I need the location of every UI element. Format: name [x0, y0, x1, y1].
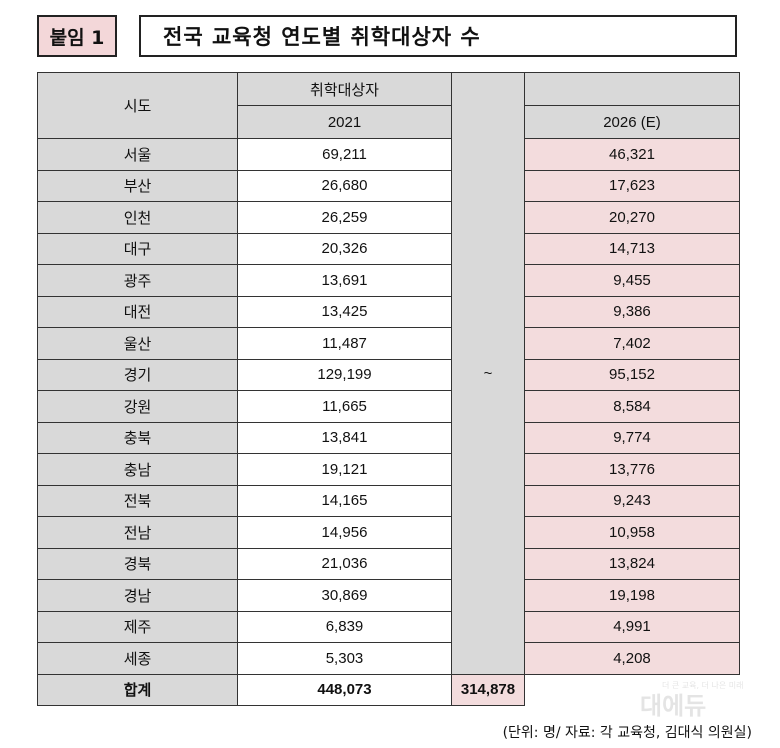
value-2026e-cell: 46,321	[524, 138, 740, 171]
table-row: 광주 13,691 9,455	[37, 264, 740, 297]
header-group: 취학대상자	[237, 72, 452, 106]
table-row: 인천 26,259 20,270	[37, 201, 740, 234]
value-2026e-cell: 9,774	[524, 421, 740, 454]
table-row: 강원 11,665 8,584	[37, 390, 740, 423]
value-2026e-cell: 4,991	[524, 610, 740, 643]
value-2021-cell: 20,326	[237, 232, 452, 265]
value-2021-cell: 13,841	[237, 421, 452, 454]
value-2021-cell: 129,199	[237, 358, 452, 391]
table-row: 울산 11,487 7,402	[37, 327, 740, 360]
header-row-1: 시도 취학대상자 ~	[37, 72, 740, 675]
value-2026e-cell: 17,623	[524, 169, 740, 202]
value-2026e-cell: 13,776	[524, 453, 740, 486]
document-title: 전국 교육청 연도별 취학대상자 수	[139, 15, 737, 57]
region-cell: 충북	[37, 421, 238, 454]
region-cell: 경기	[37, 358, 238, 391]
table-row: 세종 5,303 4,208	[37, 642, 740, 675]
table-row: 서울 69,211 46,321	[37, 138, 740, 171]
value-2021-cell: 21,036	[237, 547, 452, 580]
header-year-2026e: 2026 (E)	[524, 105, 740, 139]
table-row: 충남 19,121 13,776	[37, 453, 740, 486]
region-cell: 합계	[37, 673, 238, 706]
table-row: 충북 13,841 9,774	[37, 421, 740, 454]
value-2026e-cell: 10,958	[524, 516, 740, 549]
watermark-logo: 대에듀	[640, 692, 707, 720]
region-cell: 경북	[37, 547, 238, 580]
table-row: 대전 13,425 9,386	[37, 295, 740, 328]
table-row: 전남 14,956 10,958	[37, 516, 740, 549]
total-row: 합계 448,073 314,878	[37, 673, 740, 706]
value-2021-cell: 13,691	[237, 264, 452, 297]
value-2021-cell: 5,303	[237, 642, 452, 675]
value-2026e-cell: 9,243	[524, 484, 740, 517]
value-2021-cell: 11,665	[237, 390, 452, 423]
value-2026e-cell: 20,270	[524, 201, 740, 234]
value-2021-cell: 13,425	[237, 295, 452, 328]
region-cell: 서울	[37, 138, 238, 171]
region-cell: 광주	[37, 264, 238, 297]
value-2021-cell: 448,073	[237, 673, 452, 706]
value-2021-cell: 19,121	[237, 453, 452, 486]
region-cell: 세종	[37, 642, 238, 675]
value-2026e-cell: 14,713	[524, 232, 740, 265]
region-cell: 제주	[37, 610, 238, 643]
table-row: 제주 6,839 4,991	[37, 610, 740, 643]
region-cell: 경남	[37, 579, 238, 612]
region-cell: 부산	[37, 169, 238, 202]
table-row: 경북 21,036 13,824	[37, 547, 740, 580]
region-cell: 대전	[37, 295, 238, 328]
region-cell: 인천	[37, 201, 238, 234]
value-2021-cell: 69,211	[237, 138, 452, 171]
value-2021-cell: 26,680	[237, 169, 452, 202]
value-2021-cell: 6,839	[237, 610, 452, 643]
attachment-tag: 붙임 1	[37, 15, 117, 57]
region-cell: 충남	[37, 453, 238, 486]
value-2026e-cell: 7,402	[524, 327, 740, 360]
value-2021-cell: 11,487	[237, 327, 452, 360]
value-2026e-cell: 4,208	[524, 642, 740, 675]
tilde-column: ~	[451, 72, 525, 675]
header-year-2021: 2021	[237, 105, 452, 139]
table-row: 경기 129,199 95,152	[37, 358, 740, 391]
value-2021-cell: 14,956	[237, 516, 452, 549]
table-row: 부산 26,680 17,623	[37, 169, 740, 202]
header-region: 시도	[37, 72, 238, 139]
value-2026e-cell: 13,824	[524, 547, 740, 580]
unit-source-note: (단위: 명/ 자료: 각 교육청, 김대식 의원실)	[502, 725, 752, 741]
value-2021-cell: 26,259	[237, 201, 452, 234]
enrollment-table: 시도 취학대상자 ~ 2021 2026 (E) 서울 69,211 46,321 부…	[37, 72, 740, 706]
table-row: 대구 20,326 14,713	[37, 232, 740, 265]
region-cell: 전남	[37, 516, 238, 549]
value-2026e-cell: 8,584	[524, 390, 740, 423]
region-cell: 대구	[37, 232, 238, 265]
region-cell: 전북	[37, 484, 238, 517]
region-cell: 강원	[37, 390, 238, 423]
table-row: 전북 14,165 9,243	[37, 484, 740, 517]
value-2026e-cell: 314,878	[451, 673, 525, 706]
publisher-watermark: 더 큰 교육, 더 나은 미래 대에듀	[640, 681, 750, 720]
header-group-right	[524, 72, 740, 106]
value-2026e-cell: 95,152	[524, 358, 740, 391]
value-2026e-cell: 9,386	[524, 295, 740, 328]
watermark-slogan: 더 큰 교육, 더 나은 미래	[662, 681, 744, 690]
header-row-2: 2021 2026 (E)	[38, 105, 740, 139]
value-2026e-cell: 19,198	[524, 579, 740, 612]
value-2026e-cell: 9,455	[524, 264, 740, 297]
table-row: 경남 30,869 19,198	[37, 579, 740, 612]
value-2021-cell: 14,165	[237, 484, 452, 517]
region-cell: 울산	[37, 327, 238, 360]
value-2021-cell: 30,869	[237, 579, 452, 612]
